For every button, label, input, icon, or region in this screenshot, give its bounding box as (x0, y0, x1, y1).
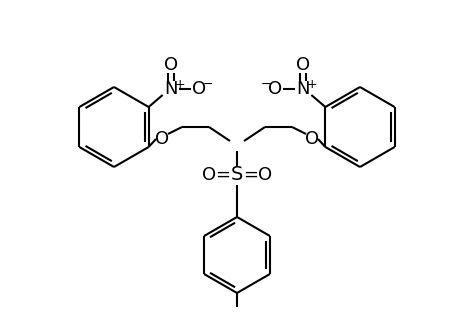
Text: O: O (305, 130, 319, 148)
Text: S: S (231, 166, 243, 184)
Text: +: + (307, 78, 318, 90)
Text: O: O (202, 166, 216, 184)
Text: O: O (268, 80, 283, 98)
Text: +: + (174, 78, 185, 90)
Text: N: N (297, 80, 310, 98)
Text: =: = (216, 166, 230, 184)
Text: O: O (191, 80, 206, 98)
Text: −: − (202, 78, 213, 90)
Text: =: = (244, 166, 258, 184)
Text: N: N (164, 80, 177, 98)
Text: O: O (296, 56, 310, 74)
Text: O: O (155, 130, 169, 148)
Text: O: O (164, 56, 178, 74)
Text: −: − (261, 78, 272, 90)
Text: O: O (258, 166, 272, 184)
